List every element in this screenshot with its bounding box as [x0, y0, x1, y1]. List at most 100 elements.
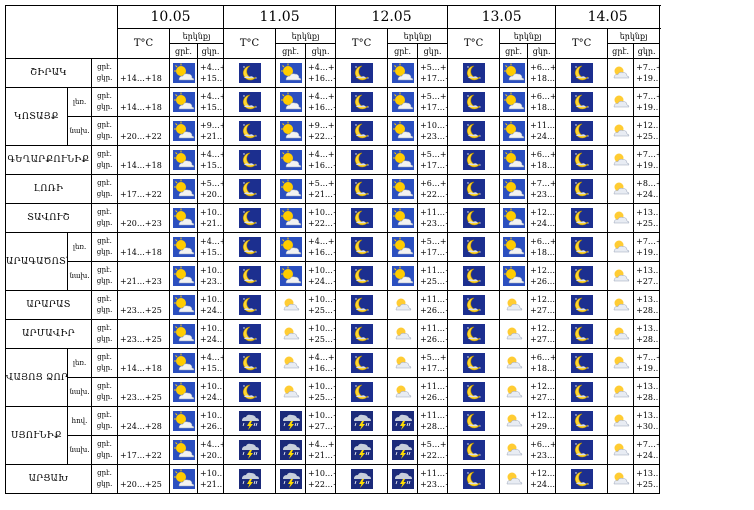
temp-range: +27…+29: [530, 335, 555, 344]
icon-cell: [555, 406, 609, 436]
moon-icon: [570, 121, 593, 141]
temp-range: +30…+33: [636, 422, 659, 431]
icon-cell: [335, 290, 389, 320]
icon-cell: [555, 58, 609, 88]
icon-cell: [387, 232, 419, 262]
temp-cell: +10…+13 +26…+29: [197, 406, 225, 436]
temp-range: +28…+30: [636, 335, 659, 344]
temp-range: +22…+26: [308, 219, 335, 228]
icon-cell: [335, 87, 389, 117]
temp-range: +5…+10: [420, 440, 447, 449]
temp-range: +17…+22: [120, 190, 162, 199]
icon-cell: [387, 377, 419, 407]
temp-cell: +12…+14 +27…+29: [527, 290, 557, 320]
moon-icon: [462, 150, 485, 170]
table-row: նախ.ցրէ.ցկր. +23…+25+10…+12+24…+26+10…+1…: [6, 377, 661, 407]
day-abbr: ցրէ.: [387, 43, 419, 59]
temp-range: +4…+8: [200, 92, 223, 101]
temp-cell: +10…+13 +22…+27: [305, 464, 337, 494]
temp-cell: +4…+8 +16…+21: [305, 348, 337, 378]
temp-range: +10…+13: [308, 411, 335, 420]
temp-range: +21…+24: [308, 451, 335, 460]
temp-cell: +12…+14 +26…+28: [527, 261, 557, 291]
thunderstorm-icon: [350, 411, 373, 431]
temp-range: +21…+23: [120, 277, 162, 286]
temp-cell: +21…+23: [117, 261, 171, 291]
sky-header: երկնքյ: [499, 28, 557, 44]
temp-cell: +4…+8 +16…+21: [305, 232, 337, 262]
subregion-label: լեռ.: [67, 348, 92, 378]
moon-icon: [238, 382, 261, 402]
night-label: ցկր.: [96, 103, 113, 111]
sun-cloud-icon: [279, 121, 302, 141]
day-label: ցրէ.: [97, 295, 112, 303]
temp-range: +29…+32: [530, 422, 555, 431]
sun-cloud-icon: [502, 63, 525, 83]
period-labels: ցրէ. ցկր.: [90, 145, 119, 175]
moon-icon: [350, 382, 373, 402]
temp-range: +10…+12: [308, 266, 335, 275]
icon-cell: [499, 116, 529, 146]
icon-cell: [223, 232, 277, 262]
moon-icon: [462, 179, 485, 199]
temp-range: +4…+8: [308, 150, 335, 159]
temp-range: +7…+12: [530, 179, 555, 188]
temp-range: +14…+18: [120, 74, 162, 83]
sun-cloud-icon: [172, 208, 195, 228]
period-labels: ցրէ. ցկր.: [90, 377, 119, 407]
temp-cell: +4…+8 +15…+20: [197, 58, 225, 88]
temp-range: +13…+15: [636, 266, 659, 275]
icon-cell: [447, 232, 501, 262]
thunderstorm-icon: [279, 411, 302, 431]
temp-cell: +7…+12 +24…+27: [633, 435, 661, 465]
period-labels: ցրէ. ցկր.: [90, 261, 119, 291]
period-labels: ցրէ. ցկր.: [90, 203, 119, 233]
moon-icon: [350, 63, 373, 83]
temp-range: +19…+24: [636, 103, 659, 112]
day-label: ցրէ.: [97, 179, 112, 187]
icon-cell: [335, 261, 389, 291]
sun-cloud-icon: [172, 266, 195, 286]
temp-cell: +9…+11 +21…+23: [197, 116, 225, 146]
partly-cloudy-icon: [609, 237, 632, 257]
icon-cell: [169, 377, 199, 407]
night-label: ցկր.: [96, 190, 113, 198]
temp-cell: +5…+9 +17…+22: [417, 87, 449, 117]
temp-range: +19…+24: [636, 364, 659, 373]
temp-cell: +17…+22: [117, 174, 171, 204]
temp-range: +23…+28: [420, 480, 447, 489]
night-label: ցկր.: [96, 277, 113, 285]
moon-icon: [570, 324, 593, 344]
temp-range: +10…+15: [308, 208, 335, 217]
temp-range: +11…+13: [420, 382, 447, 391]
temp-range: +10…+12: [200, 295, 223, 304]
icon-cell: [607, 348, 635, 378]
sun-cloud-icon: [172, 469, 195, 489]
temp-cell: +7…+12 +19…+24: [633, 145, 661, 175]
temp-range: +19…+24: [636, 161, 659, 170]
temp-cell: +12…+14 +25…+27: [633, 116, 661, 146]
sun-cloud-icon: [279, 179, 302, 199]
temp-cell: +10…+15 +21…+25: [197, 203, 225, 233]
partly-cloudy-icon: [502, 440, 525, 460]
temp-range: +4…+8: [200, 63, 223, 72]
icon-cell: [387, 203, 419, 233]
temp-range: +20…+23: [120, 219, 162, 228]
moon-icon: [570, 469, 593, 489]
moon-icon: [238, 208, 261, 228]
temp-cell: +13…+18 +25…+30: [633, 203, 661, 233]
temp-range: +13…+18: [636, 208, 659, 217]
night-abbr: ցկր.: [417, 43, 449, 59]
thunderstorm-icon: [238, 411, 261, 431]
partly-cloudy-icon: [502, 324, 525, 344]
day-label: ցրէ.: [97, 63, 112, 71]
icon-cell: [223, 203, 277, 233]
region-name: ԱՐԱԳԱԾՈՏՆ: [5, 232, 68, 291]
icon-cell: [223, 406, 277, 436]
icon-cell: [499, 406, 529, 436]
temp-range: +12…+15: [530, 411, 555, 420]
icon-cell: [169, 348, 199, 378]
partly-cloudy-icon: [609, 295, 632, 315]
